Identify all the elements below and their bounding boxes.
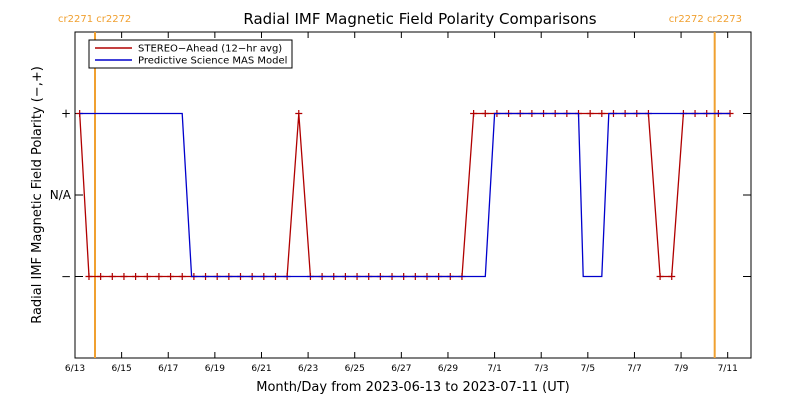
x-tick-label: 7/11 [718, 364, 738, 374]
y-tick-label: N/A [50, 188, 72, 202]
x-axis-label: Month/Day from 2023-06-13 to 2023-07-11 … [256, 380, 569, 395]
data-point-marker [167, 273, 175, 280]
data-point-marker [668, 273, 676, 280]
x-tick-label: 7/7 [627, 364, 641, 374]
data-point-marker [656, 273, 664, 280]
legend-entry-2: Predictive Science MAS Model [138, 56, 287, 67]
data-point-marker [97, 273, 105, 280]
series-group [76, 110, 734, 280]
series-line-1 [79, 112, 730, 278]
legend-box [88, 39, 293, 69]
data-point-marker [295, 110, 303, 117]
y-tick-label: + [61, 107, 71, 121]
axes: 6/13 6/15 6/17 6/19 6/21 6/23 6/25 6/27 6/29 7/1 7… [50, 32, 751, 374]
data-point-marker [120, 273, 128, 280]
legend: STEREO−Ahead (12−hr avg)Predictive Scien… [88, 39, 293, 69]
data-point-marker [85, 273, 93, 280]
x-tick-label: 7/9 [674, 364, 689, 374]
series-line-2 [79, 112, 730, 278]
x-tick-label: 7/1 [487, 364, 501, 374]
data-point-marker [481, 110, 489, 117]
data-point-marker [155, 273, 163, 280]
plot-frame [74, 31, 752, 359]
data-point-marker [108, 273, 116, 280]
rotation-marker-label: cr2272 cr2273 [669, 14, 742, 25]
x-tick-label: 6/17 [158, 364, 178, 374]
x-tick-label: 6/29 [438, 364, 458, 374]
rotation-markers: cr2271 cr2272 cr2272 cr2273 [58, 14, 742, 358]
data-point-marker [132, 273, 140, 280]
data-point-marker [470, 110, 478, 117]
y-tick-label: − [61, 270, 71, 284]
data-point-marker [178, 273, 186, 280]
x-tick-label: 6/13 [65, 364, 85, 374]
x-tick-label: 6/23 [298, 364, 318, 374]
x-tick-label: 6/27 [391, 364, 411, 374]
legend-entry-1: STEREO−Ahead (12−hr avg) [138, 44, 282, 55]
data-point-marker [143, 273, 151, 280]
x-tick-label: 7/3 [534, 364, 548, 374]
x-tick-label: 6/15 [112, 364, 132, 374]
chart-title: Radial IMF Magnetic Field Polarity Compa… [243, 10, 596, 28]
x-tick-label: 6/25 [345, 364, 365, 374]
data-point-marker [586, 110, 594, 117]
rotation-marker-label: cr2271 cr2272 [58, 14, 131, 25]
y-axis-label: Radial IMF Magnetic Field Polarity (−,+) [30, 66, 45, 324]
x-tick-label: 6/19 [205, 364, 225, 374]
x-tick-label: 7/5 [581, 364, 595, 374]
x-tick-label: 6/21 [251, 364, 271, 374]
data-point-marker [598, 110, 606, 117]
